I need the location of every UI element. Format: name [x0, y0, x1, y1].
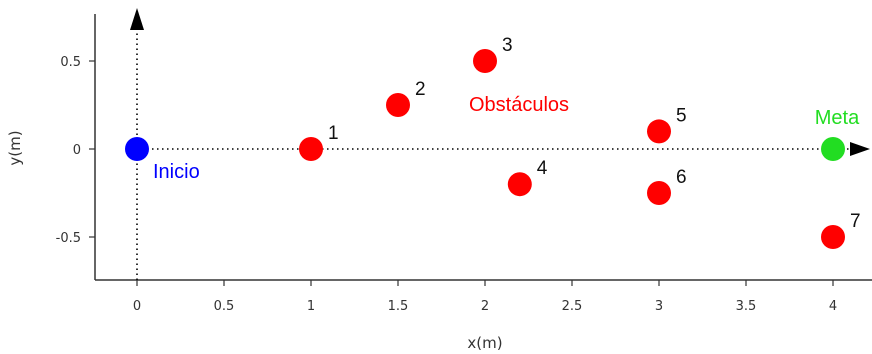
obstacle-point — [647, 181, 671, 205]
obstacle-point — [507, 172, 532, 197]
data-points — [125, 49, 845, 249]
y-tick-label: 0.5 — [60, 55, 81, 70]
x-axis-label: x(m) — [467, 334, 502, 352]
x-tick-label: 2 — [481, 299, 489, 314]
start-label: Inicio — [153, 161, 200, 183]
obstacle-number-label: 4 — [537, 158, 548, 179]
x-tick-label: 0 — [133, 299, 141, 314]
obstacle-point — [299, 137, 323, 161]
obstacle-point — [386, 93, 410, 117]
obstacle-number-label: 6 — [676, 167, 687, 188]
y-tick-label: -0.5 — [56, 231, 81, 246]
dotted-axes — [130, 8, 870, 280]
obstacle-number-label: 1 — [328, 123, 339, 144]
obstacle-point — [821, 225, 845, 249]
x-tick-label: 2.5 — [562, 299, 583, 314]
x-tick-label: 0.5 — [214, 299, 235, 314]
goal-label: Meta — [815, 107, 860, 129]
x-axis-ticks: 0 0.5 1 1.5 2 2.5 3 3.5 4 — [133, 280, 837, 314]
obstacle-number-label: 3 — [502, 35, 513, 56]
start-point — [125, 137, 149, 161]
x-tick-label: 4 — [829, 299, 837, 314]
y-axis-label: y(m) — [6, 130, 24, 165]
right-arrow-icon — [850, 142, 870, 156]
y-tick-label: 0 — [73, 143, 81, 158]
x-tick-label: 3 — [655, 299, 663, 314]
obstacle-point — [473, 49, 497, 73]
y-axis-ticks: 0.5 0 -0.5 — [56, 55, 95, 246]
obstacle-number-label: 2 — [415, 79, 426, 100]
x-tick-label: 1.5 — [388, 299, 409, 314]
up-arrow-icon — [130, 8, 144, 30]
obstacle-number-label: 5 — [676, 105, 687, 126]
goal-point — [821, 137, 845, 161]
obstacles-label: Obstáculos — [469, 94, 569, 116]
x-tick-label: 1 — [307, 299, 315, 314]
obstacle-number-label: 7 — [850, 211, 861, 232]
obstacle-point — [647, 119, 671, 144]
x-tick-label: 3.5 — [736, 299, 757, 314]
point-labels: 1 2 3 4 5 6 7 Inicio Meta Obstáculos — [153, 35, 861, 232]
